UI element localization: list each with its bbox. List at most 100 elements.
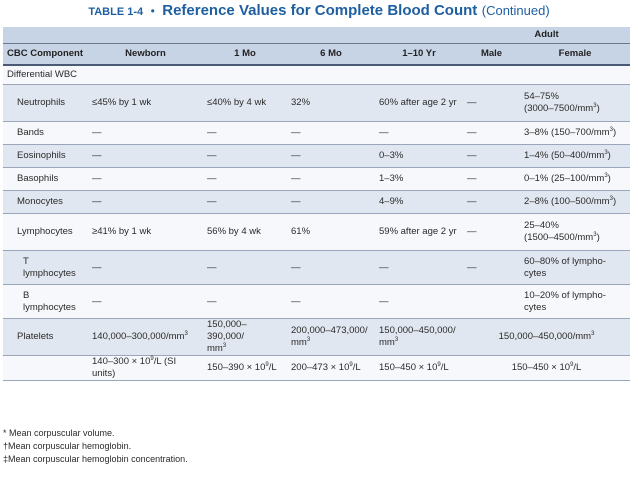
table-row: Basophils — — — 1–3% — 0–1% (25–100/mm3): [3, 167, 631, 191]
cell-male: —: [463, 250, 521, 285]
cell-newborn: —: [88, 167, 203, 191]
footnote-mcv: * Mean corpuscular volume.: [3, 428, 115, 438]
table-row-si-units: 140–300 × 109/L (SI units) 150–390 × 109…: [3, 355, 631, 381]
cell-1-10yr: 150–450 × 109/L: [375, 355, 464, 381]
cell-newborn: 140,000–300,000/mm3: [88, 318, 203, 356]
si-unit: /L: [268, 362, 277, 373]
cell-6mo: —: [287, 167, 375, 191]
footnotes: * Mean corpuscular volume. †Mean corpusc…: [3, 427, 188, 466]
cell-male: —: [463, 190, 521, 214]
cell-6mo: 32%: [287, 84, 375, 122]
cell-1mo: —: [203, 121, 287, 145]
footnote-mchc: ‡Mean corpuscular hemoglobin concentrati…: [3, 454, 188, 464]
header-component: CBC Component: [3, 43, 88, 65]
cell-6mo: —: [287, 144, 375, 168]
female-value: 25–40%: [524, 220, 559, 231]
female-value: 0–1% (25–100/mm: [524, 173, 605, 184]
female-value: 10–20% of lympho-: [524, 289, 606, 301]
cell-1-10yr: —: [375, 284, 464, 319]
cell-newborn: ≤45% by 1 wk: [88, 84, 203, 122]
female-value-close: ): [612, 127, 617, 138]
cell-component: [3, 355, 88, 381]
si-value: 150–390 × 10: [207, 362, 266, 373]
female-value-line2: (1500–4500/mm: [524, 232, 594, 243]
cell-female: 10–20% of lympho-cytes: [520, 284, 631, 319]
superscript: 3: [222, 342, 227, 349]
superscript: 3: [604, 149, 608, 156]
cell-male: —: [463, 84, 521, 122]
cell-newborn: —: [88, 121, 203, 145]
si-unit: /L: [573, 362, 582, 373]
cell-component: T lymphocytes: [3, 250, 88, 285]
cell-1-10yr: 4–9%: [375, 190, 464, 214]
cell-1mo: —: [203, 250, 287, 285]
platelet-unit: mm: [291, 337, 307, 348]
cell-component: Lymphocytes: [3, 213, 88, 251]
platelet-unit: mm: [379, 337, 395, 348]
superscript: 9: [265, 361, 269, 368]
cell-male: [463, 284, 521, 319]
cell-male: —: [463, 121, 521, 145]
cell-1mo: 56% by 4 wk: [203, 213, 287, 251]
table-title: TABLE 1-4 • Reference Values for Complet…: [0, 0, 638, 26]
superscript: 3: [306, 336, 311, 343]
female-value-line2: (3000–7500/mm: [524, 103, 594, 114]
table-row: T lymphocytes — — — — — 60–80% of lympho…: [3, 250, 631, 285]
cell-component: Basophils: [3, 167, 88, 191]
cell-6mo: 61%: [287, 213, 375, 251]
cell-1-10yr: —: [375, 250, 464, 285]
female-value-line2: cytes: [524, 301, 547, 313]
si-unit: /L: [352, 362, 361, 373]
table-row: B lymphocytes — — — — 10–20% of lympho-c…: [3, 284, 631, 319]
cell-1-10yr: 0–3%: [375, 144, 464, 168]
cell-male: —: [463, 144, 521, 168]
cell-adult: 150–450 × 109/L: [463, 355, 631, 381]
cell-1mo: 150–390 × 109/L: [203, 355, 287, 381]
cell-component: Neutrophils: [3, 84, 88, 122]
female-value: 3–8% (150–700/mm: [524, 127, 610, 138]
header-male: Male: [463, 43, 521, 65]
superscript: 3: [593, 102, 597, 109]
title-bullet: •: [150, 4, 155, 18]
header-row: CBC Component Newborn 1 Mo 6 Mo 1–10 Yr …: [3, 43, 631, 65]
cell-1-10yr: 60% after age 2 yr: [375, 84, 464, 122]
cell-1mo: —: [203, 167, 287, 191]
platelet-unit: mm: [207, 343, 223, 354]
cell-male: —: [463, 167, 521, 191]
platelet-value: 150,000–390,000/: [207, 319, 247, 342]
superscript: 3: [394, 336, 399, 343]
platelet-value: 140,000–300,000/mm: [92, 331, 185, 342]
table-row: Bands — — — — — 3–8% (150–700/mm3): [3, 121, 631, 145]
cbc-reference-table: Adult CBC Component Newborn 1 Mo 6 Mo 1–…: [3, 27, 631, 381]
header-row-top: Adult: [3, 27, 631, 44]
cell-1-10yr: —: [375, 121, 464, 145]
superscript: 9: [150, 355, 154, 362]
cell-1-10yr: 1–3%: [375, 167, 464, 191]
female-value-close: ): [607, 173, 611, 184]
cell-component: Bands: [3, 121, 88, 145]
si-unit: /L (SI units): [92, 356, 177, 379]
cell-6mo: —: [287, 121, 375, 145]
si-unit: /L: [440, 362, 449, 373]
cell-1mo: —: [203, 284, 287, 319]
cell-1mo: ≤40% by 4 wk: [203, 84, 287, 122]
cell-female: 25–40% (1500–4500/mm3): [520, 213, 631, 251]
si-value: 150–450 × 10: [511, 362, 571, 373]
header-1mo: 1 Mo: [203, 43, 287, 65]
cell-newborn: —: [88, 284, 203, 319]
header-newborn: Newborn: [88, 43, 203, 65]
cell-newborn: —: [88, 144, 203, 168]
cell-1mo: —: [203, 144, 287, 168]
superscript: 9: [437, 361, 441, 368]
cell-adult: 150,000–450,000/mm3: [463, 318, 631, 356]
cell-female: 3–8% (150–700/mm3): [520, 121, 631, 145]
superscript: 3: [593, 231, 597, 238]
cell-component: Platelets: [3, 318, 88, 356]
cell-newborn: —: [88, 190, 203, 214]
cell-component: B lymphocytes: [3, 284, 88, 319]
cell-component: Monocytes: [3, 190, 88, 214]
superscript: 3: [609, 126, 613, 133]
cell-component: Eosinophils: [3, 144, 88, 168]
female-value: 1–4% (50–400/mm: [524, 150, 605, 161]
section-row: Differential WBC: [3, 65, 631, 85]
